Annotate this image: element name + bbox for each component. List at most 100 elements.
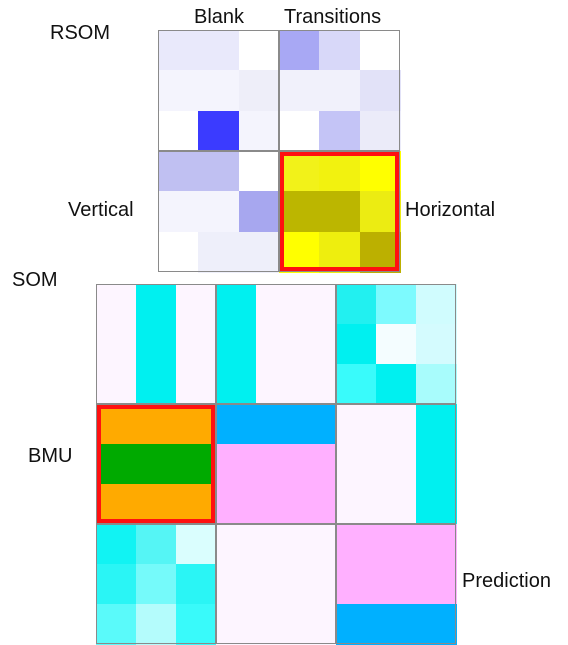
grid-cell — [296, 284, 337, 325]
grid-cell — [216, 284, 257, 325]
grid-cell — [158, 191, 199, 233]
grid-cell — [136, 564, 177, 605]
grid-cell — [216, 604, 257, 645]
grid-cell — [256, 324, 297, 365]
grid-cell — [216, 484, 257, 525]
grid-cell — [336, 324, 377, 365]
grid-cell — [176, 444, 217, 485]
grid-cell — [96, 324, 137, 365]
grid-cell — [279, 70, 320, 112]
transitions-label: Transitions — [284, 6, 382, 28]
grid-cell — [279, 231, 320, 273]
grid-cell — [136, 444, 177, 485]
grid-cell — [256, 404, 297, 445]
grid-cell — [256, 564, 297, 605]
grid-cell — [359, 70, 401, 112]
grid-cell — [279, 110, 320, 152]
blank-label: Blank — [194, 6, 245, 28]
grid-cell — [416, 564, 457, 605]
grid-cell — [416, 324, 457, 365]
grid-cell — [376, 604, 417, 645]
grid-cell — [136, 484, 177, 525]
grid-cell — [296, 564, 337, 605]
grid-cell — [136, 324, 177, 365]
grid-cell — [296, 484, 337, 525]
grid-divider — [158, 150, 400, 152]
grid-cell — [359, 191, 401, 233]
grid-cell — [96, 444, 137, 485]
grid-cell — [158, 231, 199, 273]
grid-cell — [256, 484, 297, 525]
som-1-block — [96, 284, 217, 405]
grid-cell — [136, 404, 177, 445]
grid-cell — [319, 110, 361, 152]
grid-cell — [238, 191, 280, 233]
grid-cell — [296, 364, 337, 405]
horizontal-label: Horizontal — [405, 199, 496, 221]
grid-cell — [216, 324, 257, 365]
grid-cell — [158, 70, 199, 112]
grid-cell — [96, 364, 137, 405]
rsom-grid — [158, 30, 401, 273]
grid-cell — [176, 284, 217, 325]
grid-cell — [359, 30, 401, 71]
grid-cell — [176, 604, 217, 645]
grid-cell — [279, 191, 320, 233]
grid-cell — [416, 444, 457, 485]
grid-cell — [198, 70, 240, 112]
som-3-block — [336, 284, 457, 405]
grid-cell — [198, 30, 240, 71]
grid-cell — [319, 70, 361, 112]
grid-cell — [238, 70, 280, 112]
grid-cell — [376, 524, 417, 565]
bmu-label: BMU — [28, 445, 73, 467]
grid-cell — [376, 404, 417, 445]
som-6-block — [336, 404, 457, 525]
grid-cell — [238, 30, 280, 71]
grid-cell — [296, 604, 337, 645]
som-5-block — [216, 404, 337, 525]
grid-divider — [96, 403, 456, 405]
grid-cell — [416, 524, 457, 565]
grid-cell — [96, 604, 137, 645]
grid-cell — [416, 404, 457, 445]
grid-cell — [136, 604, 177, 645]
som-label: SOM — [12, 269, 58, 291]
grid-cell — [376, 364, 417, 405]
grid-cell — [216, 404, 257, 445]
bmu-block — [96, 404, 217, 525]
blank-block — [158, 30, 280, 152]
grid-cell — [279, 30, 320, 71]
grid-cell — [336, 564, 377, 605]
grid-cell — [319, 30, 361, 71]
grid-cell — [376, 284, 417, 325]
grid-cell — [198, 231, 240, 273]
grid-cell — [319, 151, 361, 192]
grid-cell — [158, 30, 199, 71]
som-2-block — [216, 284, 337, 405]
grid-cell — [96, 484, 137, 525]
grid-cell — [336, 444, 377, 485]
grid-cell — [416, 284, 457, 325]
grid-cell — [336, 524, 377, 565]
grid-cell — [136, 524, 177, 565]
som-grid — [96, 284, 457, 645]
grid-cell — [238, 110, 280, 152]
grid-cell — [336, 484, 377, 525]
grid-cell — [176, 484, 217, 525]
grid-cell — [96, 524, 137, 565]
grid-cell — [359, 151, 401, 192]
prediction-label: Prediction — [462, 570, 551, 592]
grid-cell — [96, 404, 137, 445]
grid-cell — [176, 324, 217, 365]
grid-cell — [158, 110, 199, 152]
grid-cell — [176, 364, 217, 405]
grid-cell — [238, 231, 280, 273]
grid-cell — [319, 231, 361, 273]
transitions-block — [279, 30, 401, 152]
grid-cell — [256, 524, 297, 565]
grid-divider — [215, 284, 217, 644]
grid-cell — [336, 364, 377, 405]
grid-cell — [336, 404, 377, 445]
grid-cell — [176, 524, 217, 565]
